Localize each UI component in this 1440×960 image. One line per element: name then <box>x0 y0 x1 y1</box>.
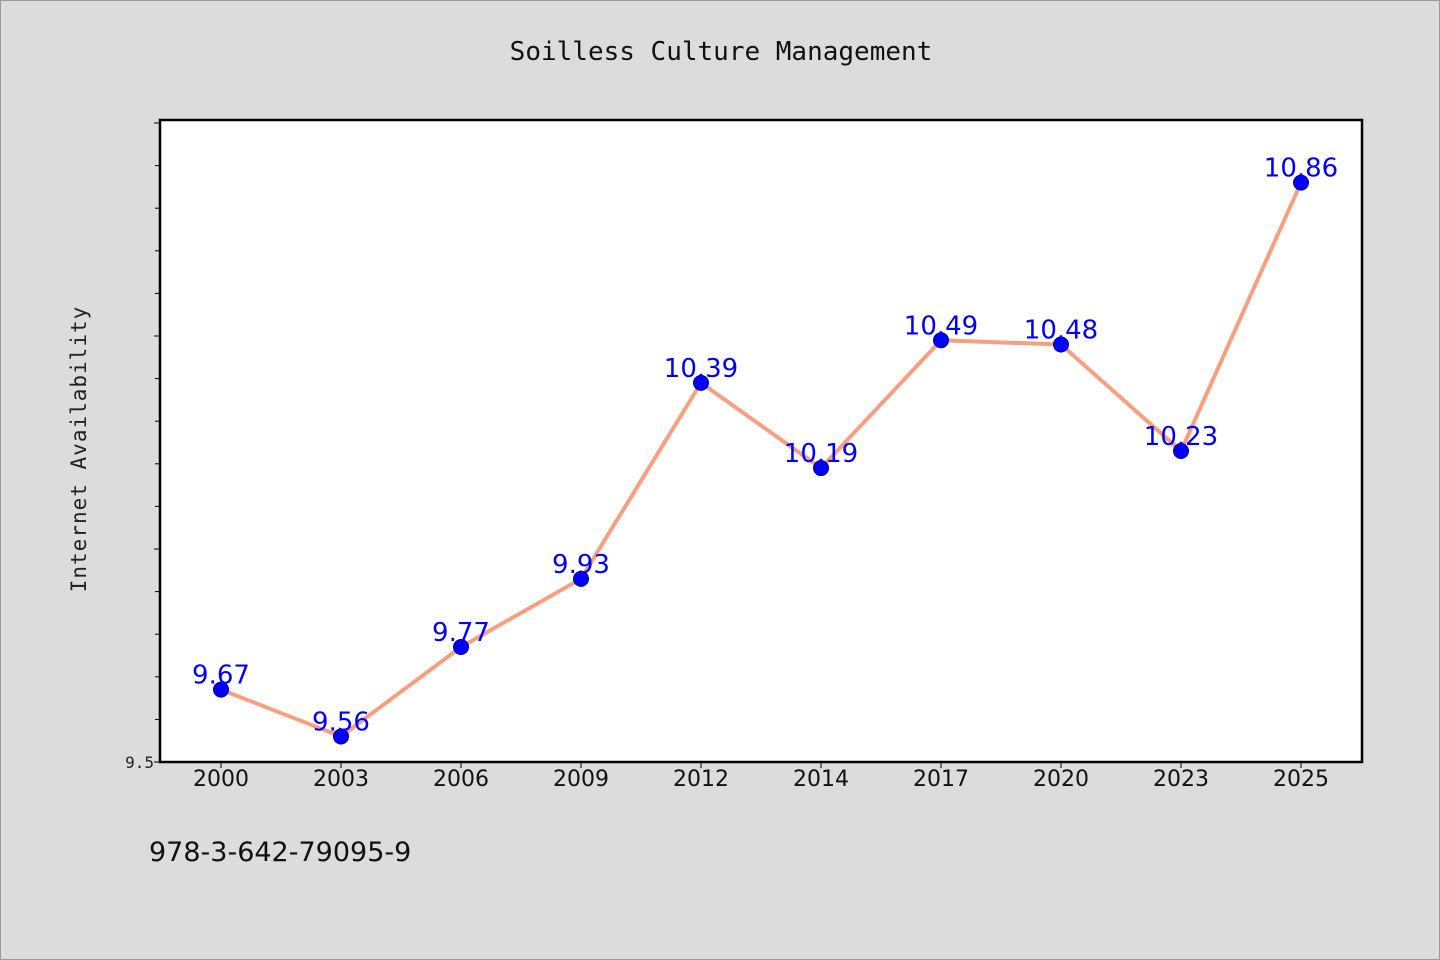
data-point <box>693 374 709 391</box>
data-point <box>453 638 469 655</box>
x-tick-label: 2023 <box>1153 767 1209 792</box>
data-label: 9.77 <box>432 618 490 648</box>
data-point <box>813 460 829 477</box>
data-label: 9.93 <box>552 550 610 580</box>
data-point <box>333 728 349 745</box>
x-axis-ticks: 2000 2003 2006 2009 2012 2014 2017 2020 2023 2025 <box>193 762 1329 792</box>
x-tick-label: 2000 <box>193 767 249 792</box>
data-point <box>1173 443 1189 460</box>
data-point <box>573 570 589 587</box>
x-tick-label: 2014 <box>793 767 849 792</box>
x-tick-label: 2017 <box>913 767 969 792</box>
y-axis-ticks: 9.5 <box>125 122 160 772</box>
data-label: 10.86 <box>1264 154 1338 184</box>
x-tick-label: 2012 <box>673 767 729 792</box>
y-tick-label: 9.5 <box>125 753 154 772</box>
data-point <box>213 681 229 698</box>
plot-area <box>158 118 1364 764</box>
data-point <box>933 332 949 349</box>
data-label: 9.56 <box>312 707 370 737</box>
data-label: 9.67 <box>192 661 250 691</box>
x-tick-label: 2025 <box>1273 767 1329 792</box>
x-tick-label: 2003 <box>313 767 369 792</box>
chart-title: Soilless Culture Management <box>509 37 933 67</box>
series-group: 9.67 9.56 9.77 9.93 10.39 10.19 10.49 10.48 10.2… <box>192 154 1338 745</box>
series-line <box>219 180 1303 739</box>
footer-isbn: 978-3-642-79095-9 <box>149 837 412 868</box>
x-tick-label: 2009 <box>553 767 609 792</box>
data-point <box>1053 336 1069 353</box>
x-tick-label: 2020 <box>1033 767 1089 792</box>
data-label: 10.39 <box>664 354 738 384</box>
data-label: 10.49 <box>904 311 978 341</box>
data-label: 10.23 <box>1144 422 1218 452</box>
x-tick-label: 2006 <box>433 767 489 792</box>
data-label: 10.19 <box>784 439 858 469</box>
data-label: 10.48 <box>1024 316 1098 346</box>
data-point <box>1293 174 1309 191</box>
